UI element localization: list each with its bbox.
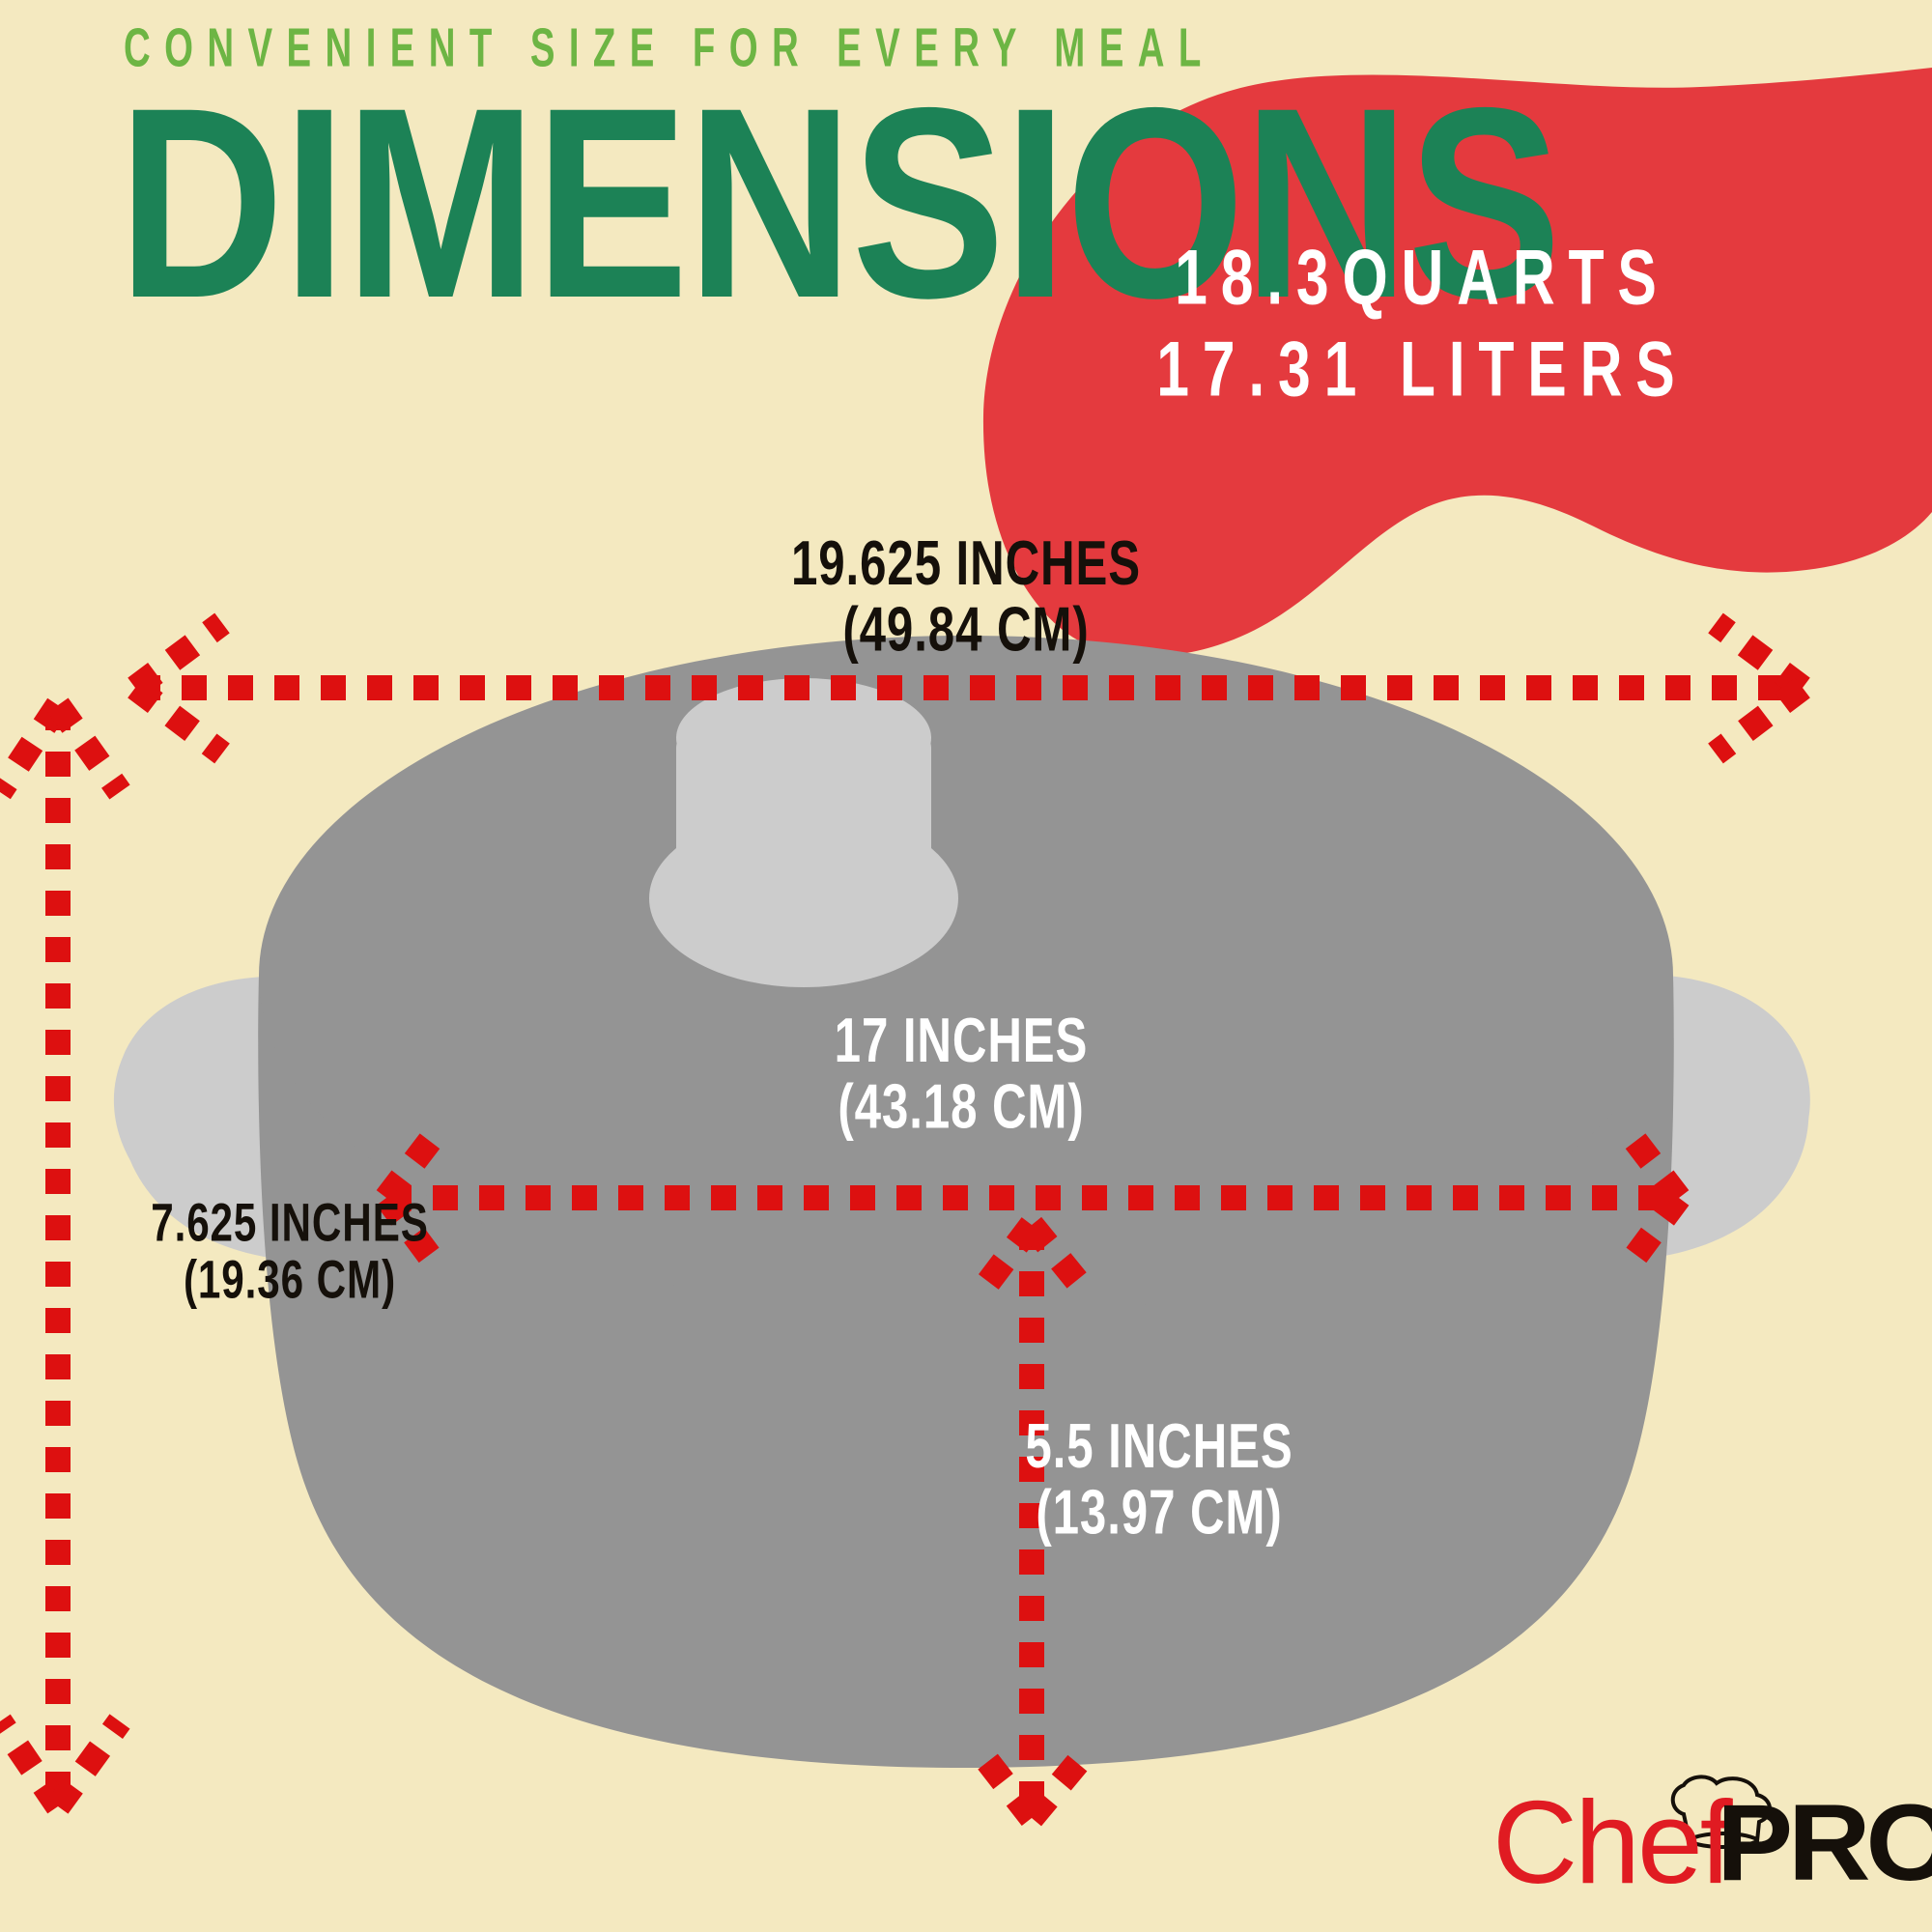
logo-chef-text: Chef (1492, 1783, 1733, 1901)
brand-logo: Chef PRO (1492, 1775, 1932, 1901)
label-pot-width-metric: (43.18 CM) (838, 1070, 1085, 1142)
arrow-pot-depth (967, 1216, 1100, 1827)
lid-knob-top (676, 678, 931, 798)
logo-pro-text: PRO (1717, 1782, 1932, 1903)
arrow-overall-width (128, 612, 1810, 764)
logo-chef-label: Chef (1492, 1776, 1733, 1908)
label-pot-width: 17 INCHES (43.18 CM) (617, 1007, 1306, 1140)
label-pot-depth-imperial: 5.5 INCHES (1025, 1409, 1293, 1481)
page-title: DIMENSIONS (118, 51, 1561, 355)
capacity-liters: 17.31 LITERS (1156, 325, 1689, 412)
capacity-badge: 18.3QUARTS 17.31 LITERS (1005, 232, 1840, 415)
label-overall-width: 19.625 INCHES (49.84 CM) (643, 529, 1290, 663)
label-pot-depth-metric: (13.97 CM) (1036, 1476, 1283, 1548)
label-overall-width-imperial: 19.625 INCHES (790, 526, 1142, 598)
label-overall-height-imperial: 7.625 INCHES (151, 1193, 429, 1254)
label-overall-height-metric: (19.36 CM) (183, 1250, 397, 1311)
eyebrow-text: CONVENIENT SIZE FOR EVERY MEAL (124, 18, 1215, 79)
chef-hat-icon (1670, 1775, 1772, 1849)
arrow-pot-width (376, 1124, 1690, 1273)
label-overall-width-metric: (49.84 CM) (842, 593, 1090, 665)
capacity-quarts: 18.3QUARTS (1175, 233, 1670, 321)
label-pot-depth: 5.5 INCHES (13.97 CM) (844, 1412, 1473, 1546)
arrow-overall-height (0, 697, 130, 1814)
pot-lid (259, 636, 1673, 1316)
label-overall-height: 7.625 INCHES (19.36 CM) (26, 1193, 554, 1311)
label-pot-width-imperial: 17 INCHES (834, 1004, 1089, 1075)
